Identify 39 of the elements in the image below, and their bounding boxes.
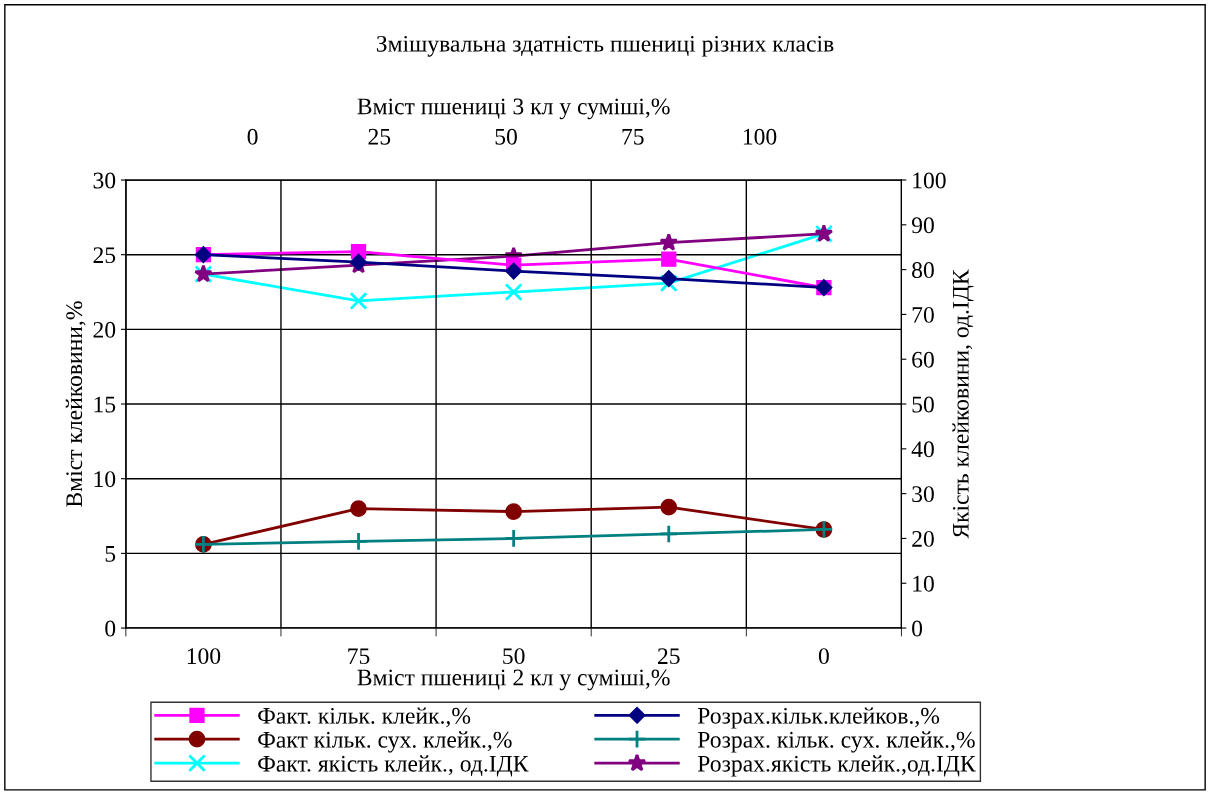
y-tick-label: 15 xyxy=(94,396,116,413)
y2-tick-label: 50 xyxy=(912,396,934,413)
legend-label: Факт. кільк. клейк.,% xyxy=(258,707,471,728)
x2-tick-label: 100 xyxy=(743,128,777,145)
x-tick-label: 100 xyxy=(187,648,221,665)
y-tick-label: 0 xyxy=(105,620,116,637)
x2-axis-title: Вміст пшениці 3 кл у суміші,% xyxy=(357,98,670,120)
y2-tick-label: 60 xyxy=(912,351,934,368)
legend-label: Розрах.якість клейк.,од.ІДК xyxy=(697,755,976,777)
x-tick-label: 50 xyxy=(503,648,525,665)
y-tick-label: 10 xyxy=(94,471,116,488)
y2-tick-label: 100 xyxy=(913,172,946,189)
x-axis-title: Вміст пшениці 2 кл у суміші,% xyxy=(357,669,670,691)
y2-tick-label: 70 xyxy=(912,306,934,323)
x-tick-label: 25 xyxy=(658,648,680,665)
y-tick-label: 25 xyxy=(93,247,116,264)
legend-label: Факт кільк. сух. клейк.,% xyxy=(258,731,512,753)
legend-label: Факт. якість клейк., од.ІДК xyxy=(258,755,529,777)
x-tick-label: 0 xyxy=(818,648,829,665)
legend-label: Розрах. кільк. сух. клейк.,% xyxy=(697,731,975,753)
y-tick-label: 20 xyxy=(93,321,116,338)
y2-tick-label: 90 xyxy=(911,217,934,234)
x2-tick-label: 0 xyxy=(247,128,258,145)
x2-tick-label: 25 xyxy=(368,128,391,145)
y2-tick-label: 80 xyxy=(912,262,934,279)
y-tick-label: 5 xyxy=(105,546,116,562)
y2-axis-title: Якість клейковини, од.ІДК xyxy=(952,269,974,539)
y2-tick-label: 40 xyxy=(911,441,934,458)
chart-title: Змішувальна здатність пшениці різних класів xyxy=(376,35,834,57)
y2-tick-label: 30 xyxy=(912,486,934,503)
y-axis-title: Вміст клейковини,% xyxy=(65,301,86,507)
y2-tick-label: 20 xyxy=(912,530,934,547)
x2-tick-label: 50 xyxy=(495,128,517,145)
y-tick-label: 30 xyxy=(93,172,116,189)
y2-tick-label: 10 xyxy=(913,575,934,592)
legend-label: Розрах.кільк.клейков.,% xyxy=(697,707,940,729)
x-tick-label: 75 xyxy=(348,648,370,665)
x2-tick-label: 75 xyxy=(622,128,644,145)
y2-tick-label: 0 xyxy=(912,620,923,637)
